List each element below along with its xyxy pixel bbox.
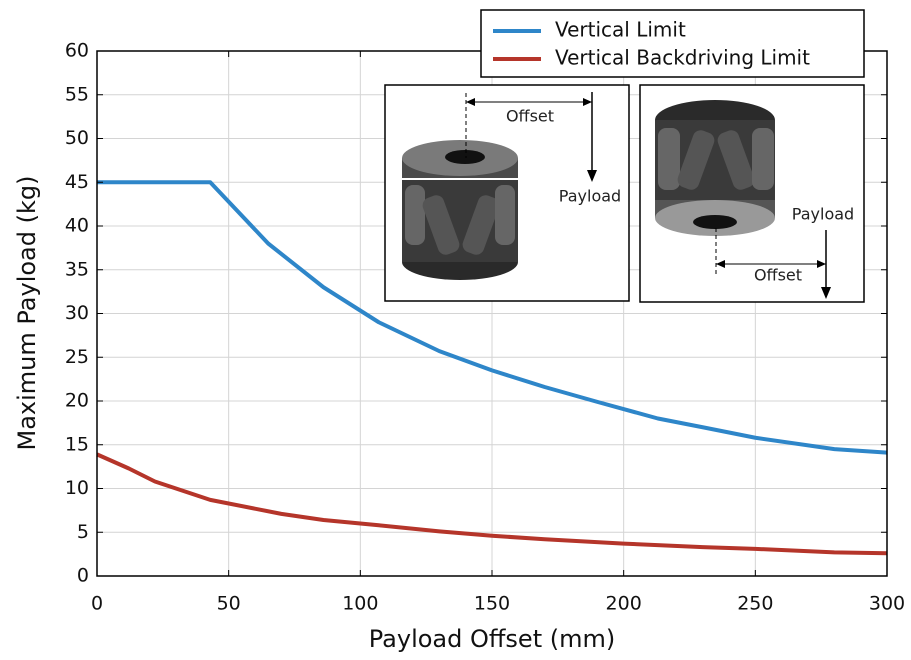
y-tick-label: 40 — [65, 215, 89, 237]
legend-label: Vertical Backdriving Limit — [555, 46, 810, 70]
x-tick-label: 100 — [342, 593, 378, 615]
y-tick-label: 10 — [65, 477, 89, 499]
inset-photo — [384, 84, 630, 302]
annotation: Offset — [754, 266, 802, 285]
x-tick-label: 0 — [91, 593, 103, 615]
data-line — [97, 180, 888, 455]
legend-box — [480, 9, 865, 78]
y-tick-label: 30 — [65, 302, 89, 324]
y-tick-label: 25 — [65, 346, 89, 368]
y-tick-label: 50 — [65, 127, 89, 149]
annotation: Payload — [792, 205, 854, 224]
legend: Vertical Limit Vertical Backdriving Limit — [480, 9, 865, 78]
ticks: 0 5 10 15 20 25 30 35 40 45 50 55 60 0 50 100 150 200 250 3… — [65, 40, 905, 615]
y-tick-label: 20 — [65, 390, 89, 412]
y-tick-label: 15 — [65, 433, 89, 455]
x-tick-label: 150 — [474, 593, 510, 615]
y-axis-label: Maximum Payload (kg) — [13, 176, 41, 451]
y-tick-label: 60 — [65, 40, 89, 62]
y-tick-label: 35 — [65, 258, 89, 280]
y-tick-label: 5 — [77, 521, 89, 543]
legend-label: Vertical Limit — [555, 18, 686, 42]
y-tick-label: 0 — [77, 565, 89, 587]
x-tick-label: 50 — [217, 593, 241, 615]
x-tick-label: 250 — [737, 593, 773, 615]
y-tick-label: 55 — [65, 83, 89, 105]
y-tick-label: 45 — [65, 171, 89, 193]
x-axis-label: Payload Offset (mm) — [369, 625, 615, 653]
x-tick-label: 300 — [869, 593, 905, 615]
lines — [96, 180, 888, 556]
annotation: Payload — [559, 187, 621, 206]
x-tick-label: 200 — [606, 593, 642, 615]
inset-photo — [639, 84, 865, 303]
annotation: Offset — [506, 107, 554, 126]
data-line — [96, 452, 888, 556]
